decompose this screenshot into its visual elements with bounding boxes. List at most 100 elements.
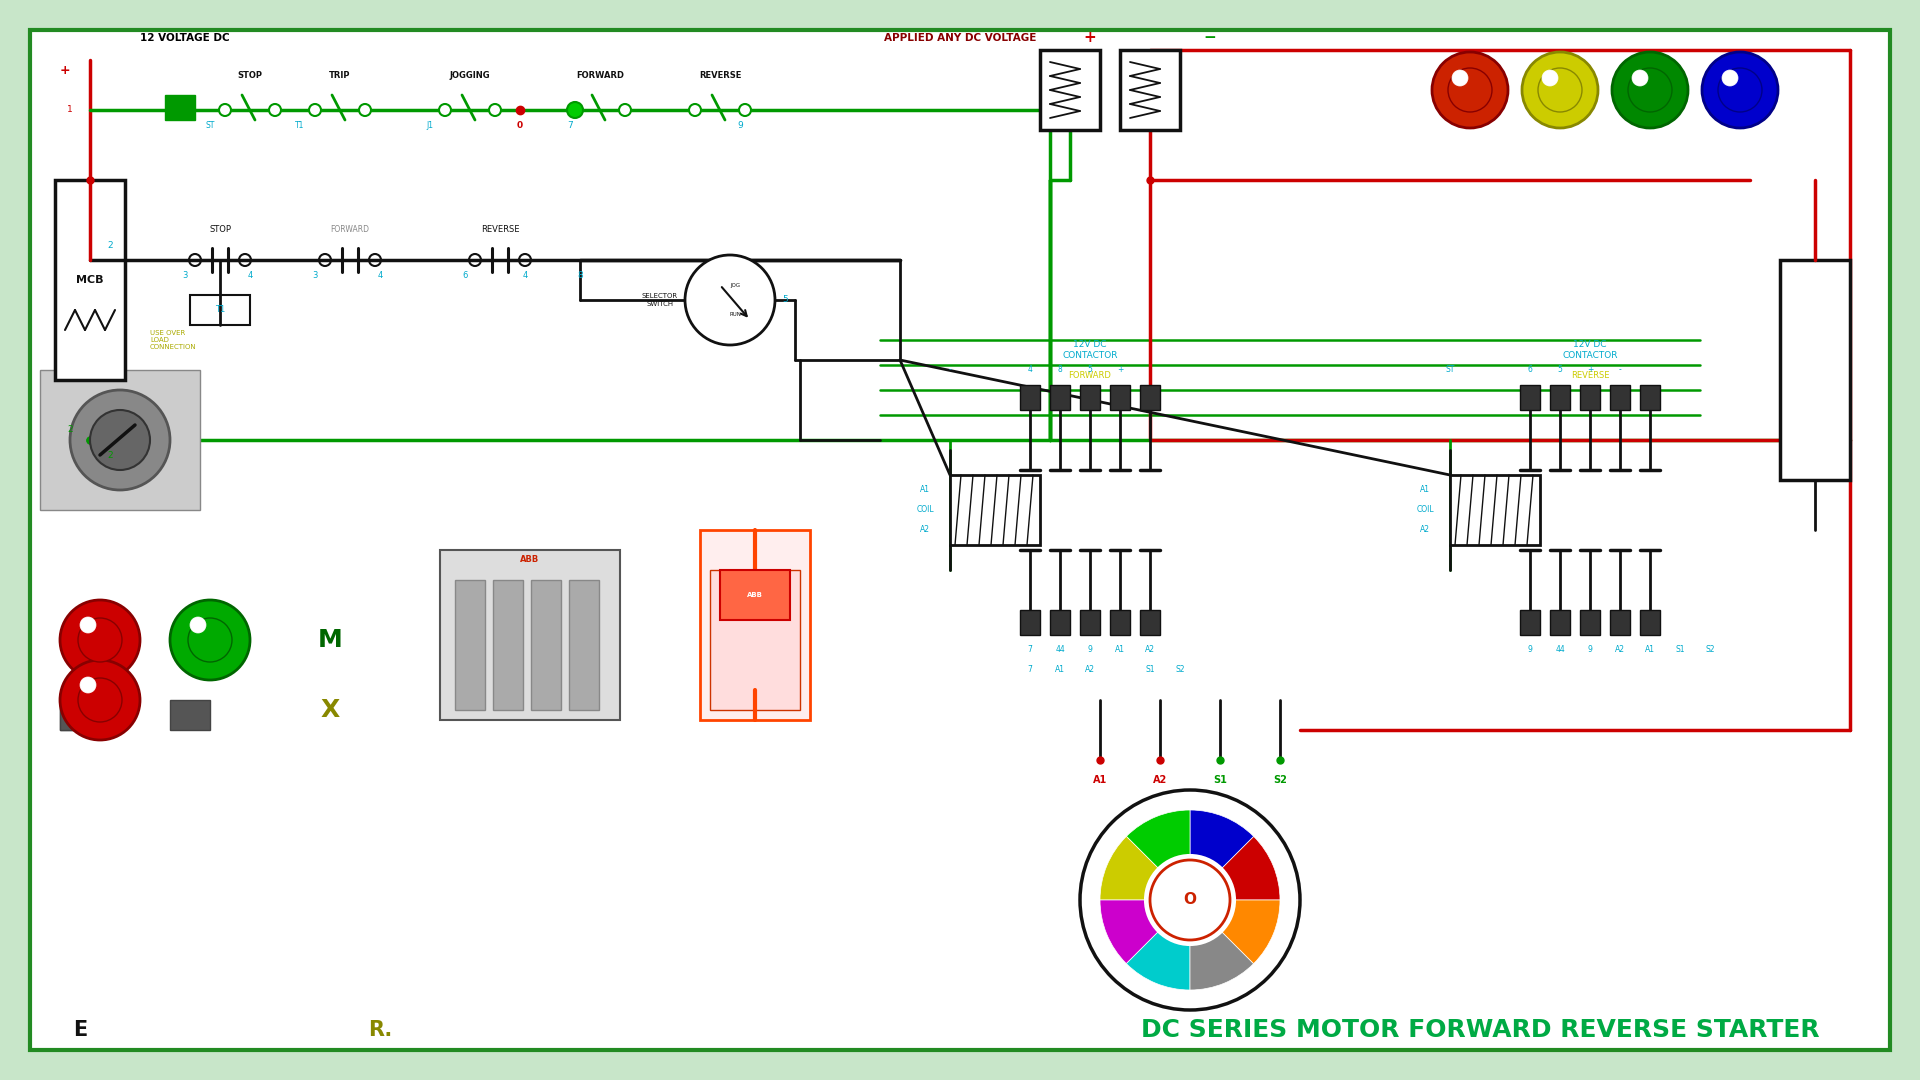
- Text: A1: A1: [1054, 665, 1066, 675]
- Text: -: -: [948, 365, 952, 375]
- Bar: [171, 700, 209, 730]
- Text: −: −: [1204, 30, 1217, 45]
- Wedge shape: [1190, 836, 1281, 900]
- Text: 44: 44: [1056, 646, 1066, 654]
- Text: 5: 5: [1087, 365, 1092, 375]
- Circle shape: [1632, 70, 1647, 86]
- Circle shape: [69, 390, 171, 490]
- Text: JOG: JOG: [730, 283, 739, 287]
- Text: A2: A2: [1144, 646, 1156, 654]
- Circle shape: [739, 104, 751, 116]
- Text: 7: 7: [1027, 665, 1033, 675]
- Text: COIL: COIL: [1417, 505, 1434, 514]
- Wedge shape: [1100, 900, 1190, 963]
- Text: DC SERIES MOTOR FORWARD REVERSE STARTER: DC SERIES MOTOR FORWARD REVERSE STARTER: [1140, 1018, 1820, 1042]
- Circle shape: [1613, 52, 1688, 129]
- Text: A2: A2: [1152, 775, 1167, 785]
- Circle shape: [1718, 68, 1763, 112]
- Text: 4: 4: [378, 270, 382, 280]
- Text: S1: S1: [1213, 775, 1227, 785]
- Circle shape: [188, 254, 202, 266]
- Bar: [1140, 384, 1160, 410]
- Bar: [950, 475, 1041, 545]
- Text: R.: R.: [369, 1020, 392, 1040]
- Text: 0: 0: [516, 121, 522, 130]
- Circle shape: [171, 600, 250, 680]
- Bar: [1050, 384, 1069, 410]
- Wedge shape: [1190, 900, 1254, 990]
- Bar: [701, 530, 810, 720]
- Circle shape: [685, 255, 776, 345]
- Text: 44: 44: [1555, 646, 1565, 654]
- Text: 5: 5: [781, 296, 787, 305]
- Text: J1: J1: [426, 121, 434, 130]
- Text: STOP: STOP: [238, 70, 263, 80]
- Text: REVERSE: REVERSE: [1571, 370, 1609, 379]
- Circle shape: [440, 104, 451, 116]
- Circle shape: [238, 254, 252, 266]
- Bar: [40, 370, 200, 510]
- Circle shape: [60, 600, 140, 680]
- Text: S2: S2: [1273, 775, 1286, 785]
- Bar: [1611, 384, 1630, 410]
- Wedge shape: [1190, 810, 1254, 900]
- Text: ABB: ABB: [747, 592, 762, 598]
- Text: FORWARD: FORWARD: [576, 70, 624, 80]
- Circle shape: [1701, 52, 1778, 129]
- Text: +: +: [1586, 365, 1594, 375]
- Bar: [455, 580, 486, 710]
- Circle shape: [1542, 70, 1557, 86]
- Bar: [1450, 475, 1540, 545]
- Text: 12 VOLTAGE DC: 12 VOLTAGE DC: [140, 33, 230, 43]
- Circle shape: [1150, 860, 1231, 940]
- Text: 2: 2: [108, 241, 113, 249]
- Circle shape: [490, 104, 501, 116]
- Bar: [532, 580, 561, 710]
- Text: A1: A1: [920, 486, 929, 495]
- Circle shape: [568, 104, 582, 116]
- Text: 9: 9: [1528, 646, 1532, 654]
- Text: 7: 7: [1027, 646, 1033, 654]
- Circle shape: [1628, 68, 1672, 112]
- Bar: [720, 570, 789, 620]
- Bar: [568, 580, 599, 710]
- Bar: [493, 580, 522, 710]
- Bar: [1119, 50, 1181, 130]
- Text: COIL: COIL: [916, 505, 933, 514]
- Text: 2: 2: [67, 426, 73, 434]
- Text: 3: 3: [182, 270, 188, 280]
- Circle shape: [369, 254, 380, 266]
- Text: T1: T1: [296, 121, 305, 130]
- Circle shape: [79, 618, 123, 662]
- Bar: [1580, 384, 1599, 410]
- Text: 8: 8: [1058, 365, 1062, 375]
- Text: 9: 9: [1588, 646, 1592, 654]
- Text: SELECTOR
SWITCH: SELECTOR SWITCH: [641, 294, 678, 307]
- Text: APPLIED ANY DC VOLTAGE: APPLIED ANY DC VOLTAGE: [883, 33, 1037, 43]
- Text: S2: S2: [1175, 665, 1185, 675]
- Circle shape: [309, 104, 321, 116]
- Text: 9: 9: [1087, 646, 1092, 654]
- Text: S1: S1: [1676, 646, 1684, 654]
- Text: A2: A2: [1421, 526, 1430, 535]
- Text: A1: A1: [1116, 646, 1125, 654]
- Text: 9: 9: [737, 121, 743, 130]
- Circle shape: [60, 660, 140, 740]
- Text: 1: 1: [67, 106, 73, 114]
- Circle shape: [1452, 70, 1469, 86]
- Bar: [1079, 384, 1100, 410]
- Text: O: O: [1183, 892, 1196, 907]
- Text: S2: S2: [1705, 646, 1715, 654]
- Text: ABB: ABB: [520, 555, 540, 565]
- Bar: [1640, 610, 1661, 635]
- Circle shape: [1448, 68, 1492, 112]
- Text: RUN: RUN: [730, 312, 741, 318]
- Bar: [1079, 610, 1100, 635]
- Text: A2: A2: [1615, 646, 1624, 654]
- Bar: [56, 180, 125, 380]
- Circle shape: [219, 104, 230, 116]
- Bar: [710, 570, 801, 710]
- Circle shape: [81, 617, 96, 633]
- Text: +: +: [60, 64, 71, 77]
- Bar: [1549, 384, 1571, 410]
